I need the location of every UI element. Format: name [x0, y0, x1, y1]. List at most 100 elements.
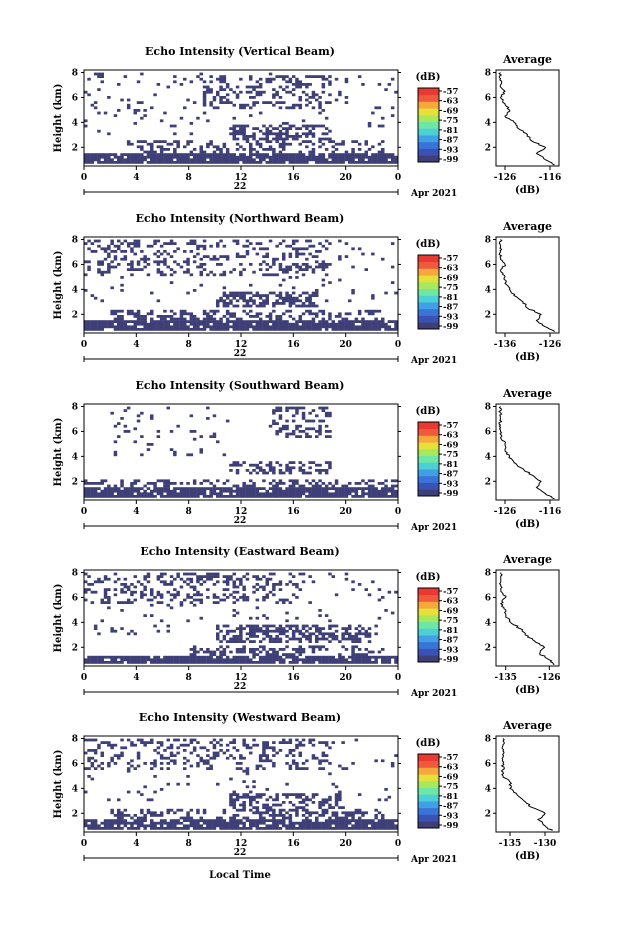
echo-cell — [192, 746, 197, 750]
echo-cell — [374, 661, 378, 664]
echo-cell — [334, 658, 339, 662]
echo-cell — [245, 743, 250, 747]
echo-cell — [252, 821, 256, 825]
echo-cell — [344, 320, 349, 323]
echo-cell — [199, 583, 203, 586]
echo-cell — [291, 263, 296, 266]
echo-cell — [252, 85, 256, 89]
echo-cell — [357, 482, 362, 485]
echo-cell — [348, 325, 352, 329]
echo-cell — [120, 322, 124, 326]
echo-cell — [219, 255, 223, 258]
echo-cell — [344, 492, 349, 496]
echo-cell — [153, 155, 157, 159]
echo-cell — [225, 756, 230, 760]
echo-cell — [361, 83, 365, 86]
echo-cell — [242, 808, 246, 812]
echo-cell — [324, 406, 329, 410]
echo-cell — [186, 158, 190, 162]
echo-cell — [209, 88, 213, 91]
echo-cell — [216, 819, 220, 822]
colorbar-segment — [418, 322, 439, 330]
echo-cell — [232, 596, 236, 599]
echo-cell — [97, 155, 101, 159]
echo-cell — [357, 658, 362, 662]
echo-cell — [222, 637, 227, 641]
echo-cell — [100, 495, 104, 498]
y-tick-label: 2 — [72, 310, 78, 320]
echo-cell — [371, 158, 375, 162]
echo-cell — [361, 161, 365, 164]
echo-cell — [212, 650, 217, 654]
echo-cell — [245, 155, 250, 159]
y-tick-label: 6 — [72, 427, 78, 437]
echo-cell — [206, 575, 210, 578]
echo-cell — [291, 466, 296, 470]
echo-cell — [212, 325, 217, 329]
echo-cell — [130, 482, 134, 485]
echo-cell — [156, 250, 161, 253]
echo-cell — [357, 637, 362, 641]
echo-cell — [159, 601, 164, 604]
echo-cell — [107, 132, 111, 136]
echo-cell — [156, 320, 161, 323]
echo-cell — [126, 155, 131, 159]
echo-cell — [117, 819, 121, 822]
echo-cell — [341, 827, 345, 830]
echo-cell — [202, 93, 207, 97]
echo-cell — [97, 322, 101, 326]
echo-cell — [242, 793, 246, 796]
echo-cell — [265, 593, 269, 597]
echo-cell — [140, 161, 144, 164]
x-tick-label: 16 — [287, 507, 300, 517]
echo-cell — [235, 471, 240, 475]
echo-cell — [301, 492, 306, 496]
echo-cell — [324, 801, 329, 804]
x-tick-label: 4 — [133, 839, 139, 849]
echo-cell — [265, 315, 269, 318]
echo-cell — [364, 325, 368, 329]
echo-cell — [242, 135, 246, 138]
echo-cell — [222, 158, 227, 162]
echo-cell — [199, 77, 203, 81]
echo-cell — [364, 588, 368, 591]
echo-cell — [140, 153, 144, 156]
echo-cells — [84, 406, 398, 498]
echo-cell — [113, 484, 118, 488]
echo-cell — [153, 482, 157, 485]
average-x-tick-label: -126 — [539, 340, 562, 350]
echo-cell — [258, 158, 263, 162]
echo-cell — [183, 816, 187, 820]
echo-cell — [222, 291, 227, 295]
echo-cell — [133, 427, 137, 431]
echo-cell — [390, 827, 395, 830]
echo-cell — [252, 132, 256, 136]
echo-cell — [140, 155, 144, 159]
echo-cell — [130, 247, 134, 251]
average-frame — [495, 69, 560, 167]
echo-cell — [153, 487, 157, 490]
echo-cell — [265, 616, 269, 620]
echo-cell — [298, 325, 302, 329]
echo-cell — [179, 312, 184, 316]
echo-cell — [222, 575, 227, 578]
echo-cell — [183, 489, 187, 493]
echo-cell — [90, 661, 95, 664]
echo-cell — [126, 106, 131, 110]
echo-cell — [367, 124, 372, 128]
echo-cell — [255, 294, 260, 297]
echo-cell — [381, 317, 385, 321]
colorbar-segment — [418, 295, 439, 303]
echo-cell — [341, 645, 345, 649]
echo-cell — [285, 142, 289, 146]
echo-cell — [242, 801, 246, 804]
echo-cell — [371, 294, 375, 297]
echo-cell — [176, 155, 180, 159]
echo-cell — [120, 155, 124, 159]
echo-cell — [173, 762, 177, 765]
echo-cell — [163, 482, 167, 485]
echo-cell — [242, 741, 246, 744]
echo-cell — [272, 325, 276, 329]
echo-cell — [225, 328, 230, 331]
echo-cell — [100, 273, 104, 277]
